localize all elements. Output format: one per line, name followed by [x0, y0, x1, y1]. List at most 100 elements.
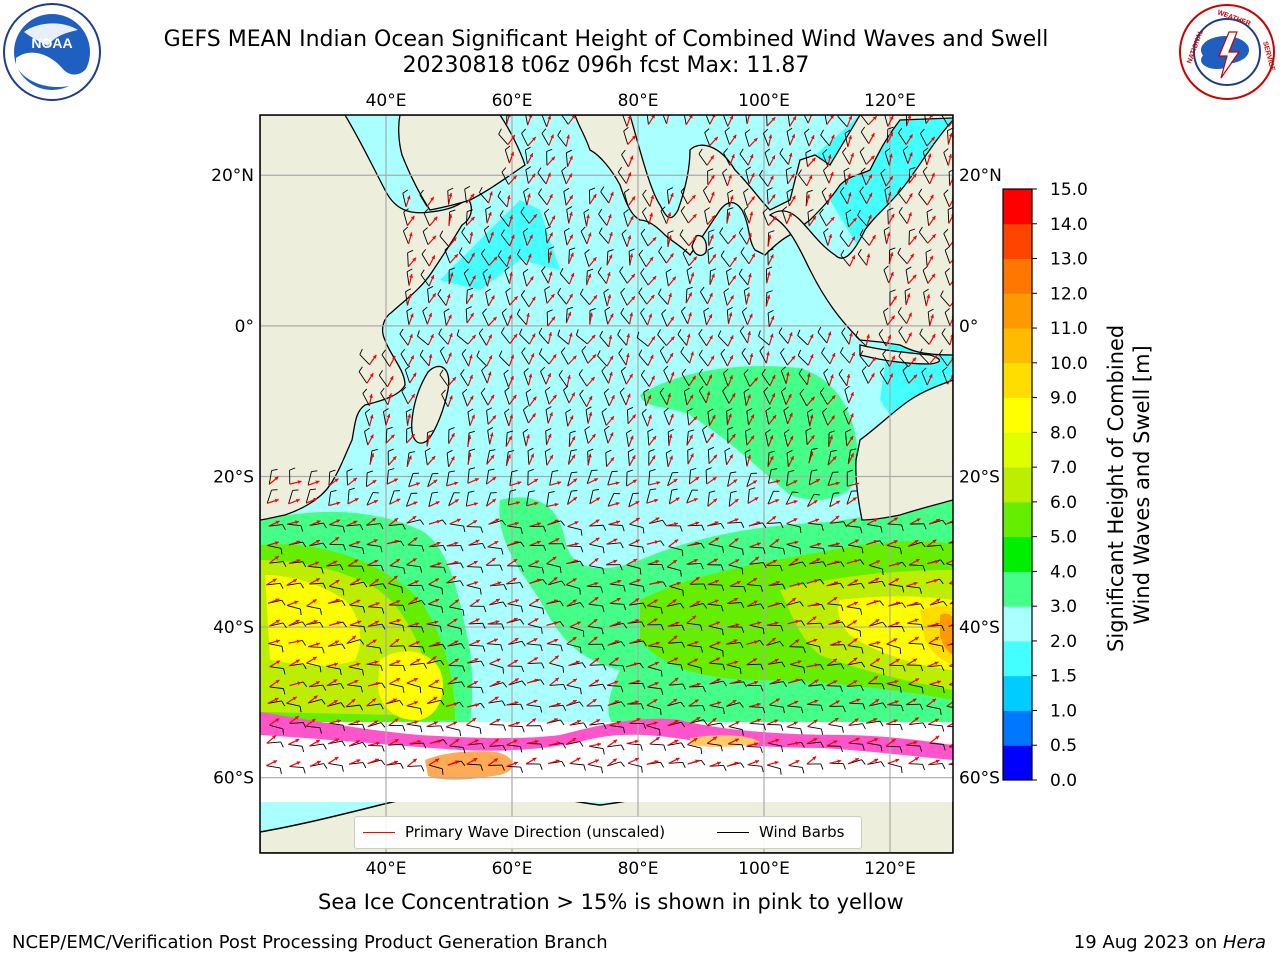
- wind-barb-staff: [861, 370, 869, 384]
- wave-arrow-head: [556, 702, 561, 707]
- vector-pair: [599, 330, 613, 348]
- wind-barb-staff: [667, 472, 673, 487]
- wind-barb-staff: [884, 151, 890, 166]
- wind-barb-flag: [562, 666, 565, 673]
- vector-pair: [745, 166, 755, 185]
- vector-pair: [347, 487, 359, 505]
- wind-barb-staff: [382, 411, 387, 426]
- wave-arrow-head: [771, 393, 776, 398]
- wind-barb-staff: [309, 743, 324, 747]
- wave-arrow-head: [497, 581, 502, 586]
- wind-barb-staff: [364, 431, 369, 446]
- vector-pair: [708, 537, 725, 553]
- vector-pair: [520, 290, 536, 308]
- wave-arrow-head: [806, 194, 811, 199]
- wind-barb-flag: [623, 209, 629, 214]
- wind-barb-staff: [527, 623, 542, 629]
- wind-barb-flag: [805, 427, 812, 432]
- wave-arrow-head: [510, 151, 515, 156]
- vector-pair: [446, 560, 464, 569]
- wave-arrow-head: [954, 721, 958, 724]
- vector-pair: [307, 695, 326, 705]
- vector-pair: [918, 226, 937, 244]
- wind-barb-staff: [725, 271, 730, 286]
- vector-pair: [948, 740, 959, 748]
- wave-arrow-head: [471, 252, 475, 257]
- vector-pair: [860, 126, 875, 144]
- wave-arrow-head: [449, 333, 453, 338]
- wind-barb-staff: [660, 210, 667, 224]
- vector-pair: [709, 678, 727, 687]
- wind-barb-flag: [686, 266, 693, 271]
- wave-arrow-head: [395, 559, 400, 563]
- wind-barb-staff: [840, 352, 850, 364]
- vector-pair: [887, 758, 903, 773]
- wind-barb-flag: [860, 109, 863, 114]
- wind-barb-staff: [749, 562, 764, 565]
- wave-arrow-head: [713, 558, 718, 563]
- wind-barb-flag: [481, 365, 487, 371]
- wave-arrow-head: [409, 273, 413, 278]
- wind-barb-staff: [944, 250, 951, 264]
- wind-barb-staff: [728, 726, 743, 731]
- wind-barb-staff: [544, 289, 548, 304]
- wave-arrow-head: [609, 432, 614, 437]
- wave-arrow-head: [572, 678, 577, 683]
- wind-barb-staff: [366, 645, 381, 649]
- wind-barb-flag: [538, 327, 543, 334]
- wind-barb-flag: [359, 348, 363, 355]
- vector-pair: [907, 539, 926, 548]
- wave-arrow-head: [655, 559, 660, 564]
- wind-barb-flag: [424, 447, 431, 452]
- wind-barb-flag: [322, 583, 327, 589]
- wind-barb-staff: [727, 521, 742, 524]
- lon-tick-label-top: 120°E: [864, 91, 916, 111]
- wind-barb-staff: [886, 683, 901, 688]
- wind-barb-flag: [901, 524, 904, 531]
- vector-pair: [498, 350, 515, 367]
- wind-barb-flag: [468, 490, 475, 493]
- vector-pair: [888, 577, 905, 593]
- vector-pair: [426, 430, 434, 447]
- wind-barb-flag: [362, 669, 364, 676]
- wave-arrow-head: [351, 635, 356, 640]
- wave-arrow-head: [437, 562, 442, 566]
- wind-barb-staff: [898, 356, 909, 368]
- wind-barb-staff: [948, 583, 953, 585]
- vector-pair: [627, 757, 643, 773]
- wind-barb-staff: [666, 190, 670, 205]
- wind-barb-flag: [540, 743, 544, 750]
- wind-barb-flag: [583, 764, 586, 771]
- wind-barb-flag: [283, 668, 286, 675]
- wind-barb-flag: [861, 759, 866, 765]
- wind-barb-flag: [640, 307, 645, 314]
- wind-barb-staff: [787, 705, 802, 708]
- wind-barb-flag: [828, 430, 835, 434]
- wind-barb-flag: [902, 365, 908, 371]
- vector-pair: [769, 678, 787, 687]
- vector-pair: [928, 518, 947, 526]
- vector-pair: [728, 537, 744, 556]
- land-arabia: [398, 115, 526, 211]
- ice-zone-orange-patch: [425, 751, 513, 780]
- wind-barb-flag: [480, 764, 484, 771]
- wave-arrow-head: [766, 351, 770, 356]
- wind-barb-flag: [661, 564, 665, 571]
- wind-barb-staff: [922, 151, 928, 166]
- vector-pair: [583, 208, 590, 227]
- wave-arrow-head: [955, 740, 959, 744]
- vector-pair: [406, 307, 414, 325]
- vector-pair: [429, 541, 447, 551]
- wave-arrow-head: [716, 761, 721, 766]
- wind-barb-staff: [627, 762, 642, 768]
- wind-barb-staff: [309, 542, 324, 547]
- wind-barb-flag: [342, 725, 345, 732]
- vector-pair: [826, 581, 844, 589]
- vector-pair: [745, 428, 755, 446]
- vector-pair: [367, 620, 386, 630]
- wind-barb-flag: [510, 489, 517, 492]
- wave-arrow-head: [936, 598, 941, 603]
- vector-pair: [269, 717, 284, 735]
- vector-pair: [288, 715, 307, 729]
- vector-pair: [326, 662, 342, 676]
